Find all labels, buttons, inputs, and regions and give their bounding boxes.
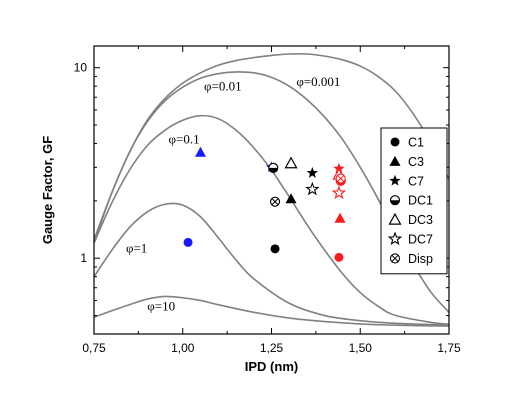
legend-label-dc3: DC3	[408, 213, 433, 227]
point-c3	[195, 146, 206, 157]
data-points	[183, 146, 347, 262]
curve-label-1: φ=1	[126, 241, 147, 256]
y-axis-title: Gauge Factor, GF	[40, 136, 55, 244]
legend-marker-dc7	[387, 231, 403, 246]
point-disp	[269, 196, 281, 207]
legend-marker-dc3	[388, 212, 402, 225]
point-dc7	[305, 181, 320, 196]
curve-label-0-01: φ=0.01	[204, 78, 242, 93]
model-curves	[94, 52, 449, 327]
curve-1	[94, 202, 449, 326]
y-tick-label: 1	[80, 251, 87, 265]
curve-label-10: φ=10	[147, 299, 175, 314]
legend-label-c1: C1	[408, 136, 424, 150]
legend-label-disp: Disp	[408, 252, 433, 266]
legend-marker-disp	[389, 253, 401, 264]
legend-label-c3: C3	[408, 155, 424, 169]
curve-labels: φ=10 φ=1 φ=0.1 φ=0.01 φ=0.001	[126, 74, 340, 314]
point-dc1	[268, 162, 279, 173]
curve-0-1	[94, 114, 449, 326]
x-tick-label: 1,50	[349, 341, 373, 355]
point-dc7	[331, 185, 347, 200]
x-axis-ticks: 0,75 1,00 1,25 1,50 1,75	[82, 46, 461, 355]
legend-label-dc7: DC7	[408, 233, 433, 247]
x-tick-label: 1,25	[260, 341, 284, 355]
x-tick-label: 1,75	[437, 341, 461, 355]
legend-label-c7: C7	[408, 174, 424, 188]
y-tick-label: 10	[74, 61, 88, 75]
legend-marker-c1	[390, 137, 400, 147]
x-tick-label: 1,00	[171, 341, 195, 355]
legend-marker-c7	[389, 174, 401, 186]
curve-label-0-1: φ=0.1	[169, 132, 200, 147]
legend: C1 C3 C7 DC1 DC3 DC7 Disp	[380, 127, 448, 275]
point-c7	[306, 167, 319, 178]
legend-marker-dc1	[389, 195, 401, 206]
curve-0-001	[94, 52, 449, 244]
point-c3	[285, 193, 297, 204]
point-c1	[270, 244, 280, 254]
point-dc3	[284, 156, 298, 169]
point-c1	[334, 252, 344, 262]
legend-label-dc1: DC1	[408, 194, 433, 208]
curve-label-0-001: φ=0.001	[296, 74, 340, 89]
curve-10	[94, 295, 449, 327]
x-tick-label: 0,75	[82, 341, 106, 355]
point-c3	[334, 212, 346, 223]
point-c1	[183, 237, 193, 247]
point-disp	[335, 173, 346, 184]
legend-marker-c3	[389, 155, 401, 166]
x-axis-title: IPD (nm)	[245, 359, 298, 374]
